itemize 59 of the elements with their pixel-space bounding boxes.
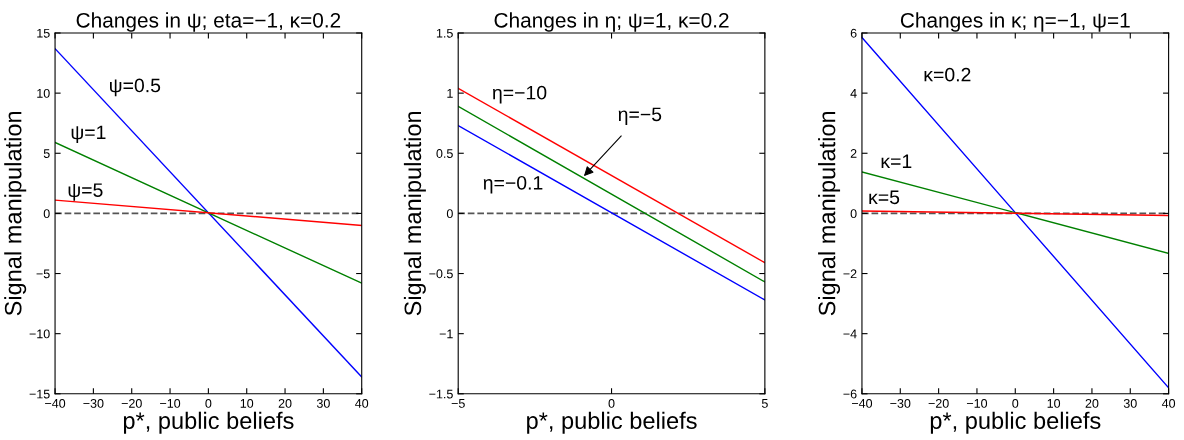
y-tick-label: −10	[29, 329, 50, 339]
y-axis-title: Signal manipulation	[4, 111, 27, 316]
y-tick-label: −6	[843, 389, 857, 399]
y-tick-label: 1	[447, 89, 453, 98]
x-tick-label: 0	[205, 398, 212, 408]
y-tick-label: 2	[850, 149, 857, 158]
x-tick-label: −40	[851, 398, 873, 408]
x-tick-label: −40	[45, 398, 66, 408]
x-axis-title: p*, public beliefs	[930, 411, 1101, 434]
x-axis-title: p*, public beliefs	[527, 411, 697, 434]
x-tick-label: 0	[1012, 398, 1019, 408]
series-label: ψ=1	[71, 125, 106, 144]
y-axis-title: Signal manipulation	[818, 111, 841, 316]
y-axis-title: Signal manipulation	[403, 111, 426, 316]
y-tick-label: 10	[37, 88, 50, 98]
series-label: κ=0.2	[924, 67, 971, 82]
y-tick-label: 0	[850, 209, 857, 219]
y-tick-label: −4	[843, 329, 857, 339]
y-tick-label: −15	[29, 389, 50, 399]
series-label: κ=5	[869, 190, 900, 205]
y-tick-label: 15	[37, 28, 50, 38]
x-tick-label: −20	[928, 398, 949, 408]
x-tick-label: 30	[316, 398, 330, 408]
x-tick-label: −10	[966, 398, 988, 408]
x-tick-label: 40	[1161, 398, 1176, 408]
x-tick-label: −20	[121, 398, 142, 408]
y-tick-label: −2	[843, 269, 857, 279]
chart-title: Changes in η; ψ=1, κ=0.2	[494, 12, 729, 32]
x-tick-label: 10	[240, 398, 254, 408]
y-tick-label: −1.5	[429, 389, 453, 399]
x-tick-label: 20	[278, 398, 292, 408]
x-tick-label: −10	[160, 398, 181, 408]
x-tick-label: 40	[355, 398, 369, 408]
x-tick-label: 30	[1123, 398, 1137, 408]
y-tick-label: 0	[446, 209, 453, 219]
x-tick-label: 0	[608, 398, 615, 408]
y-tick-label: 4	[850, 89, 857, 98]
annotation: η=−5	[618, 107, 662, 126]
chart-title: Changes in ψ; eta=−1, κ=0.2	[76, 12, 341, 32]
series-label: η=−10	[492, 85, 547, 104]
x-tick-label: 20	[1085, 398, 1099, 408]
series-label: κ=1	[881, 154, 912, 168]
series-label: ψ=5	[68, 183, 103, 201]
x-tick-label: 5	[761, 399, 768, 408]
y-tick-label: 6	[850, 28, 857, 38]
y-tick-label: −1	[439, 329, 453, 339]
y-tick-label: 1.5	[436, 28, 453, 38]
chart-title: Changes in κ; η=−1, ψ=1	[900, 12, 1130, 32]
series-label: ψ=0.5	[110, 78, 161, 97]
y-tick-label: −5	[36, 269, 50, 279]
y-tick-label: 0	[43, 209, 50, 219]
series-label: η=−0.1	[483, 175, 543, 194]
y-tick-label: 5	[43, 149, 50, 158]
x-tick-label: −30	[83, 398, 104, 408]
y-tick-label: 0.5	[436, 149, 453, 158]
x-tick-label: −30	[890, 398, 911, 408]
y-tick-label: −0.5	[429, 269, 453, 279]
x-axis-title: p*, public beliefs	[123, 411, 294, 434]
x-tick-label: 10	[1047, 398, 1061, 408]
